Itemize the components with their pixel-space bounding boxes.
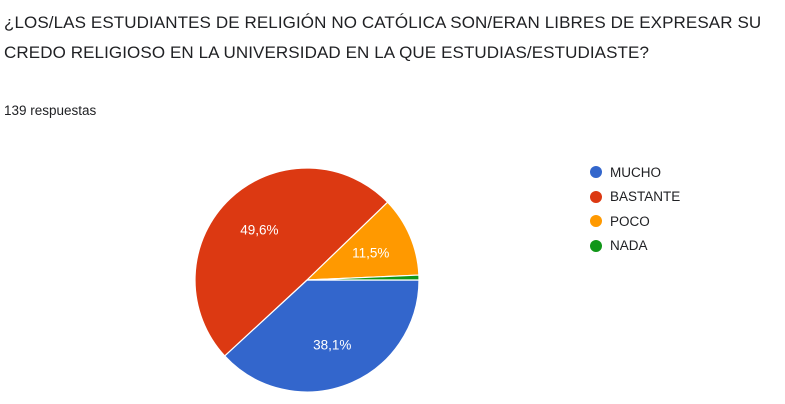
legend-item-nada[interactable]: NADA (590, 234, 680, 259)
legend-swatch-bastante (590, 190, 602, 203)
legend-label-bastante: BASTANTE (610, 189, 681, 205)
legend-swatch-poco (590, 215, 602, 228)
legend-item-bastante[interactable]: BASTANTE (590, 185, 680, 210)
pie-slice-mucho[interactable] (223, 279, 420, 393)
chart-legend: MUCHO BASTANTE POCO NADA (590, 160, 680, 258)
legend-label-poco: POCO (610, 213, 650, 229)
legend-item-poco[interactable]: POCO (590, 209, 680, 234)
pie-slice-nada[interactable] (306, 274, 420, 281)
legend-item-mucho[interactable]: MUCHO (590, 160, 680, 185)
pie-slice-bastante[interactable] (194, 167, 389, 357)
slice-label-bastante: 49,6% (240, 222, 278, 237)
response-count: 139 respuestas (4, 103, 97, 118)
slice-label-poco: 11,5% (352, 246, 389, 261)
question-title: ¿LOS/LAS ESTUDIANTES DE RELIGIÓN NO CATÓ… (4, 13, 762, 62)
slice-label-mucho: 38,1% (313, 338, 351, 353)
legend-swatch-mucho (590, 166, 602, 179)
legend-swatch-nada (590, 239, 602, 252)
legend-label-nada: NADA (610, 238, 648, 254)
legend-label-mucho: MUCHO (610, 164, 661, 180)
pie-slice-poco[interactable] (305, 201, 420, 281)
